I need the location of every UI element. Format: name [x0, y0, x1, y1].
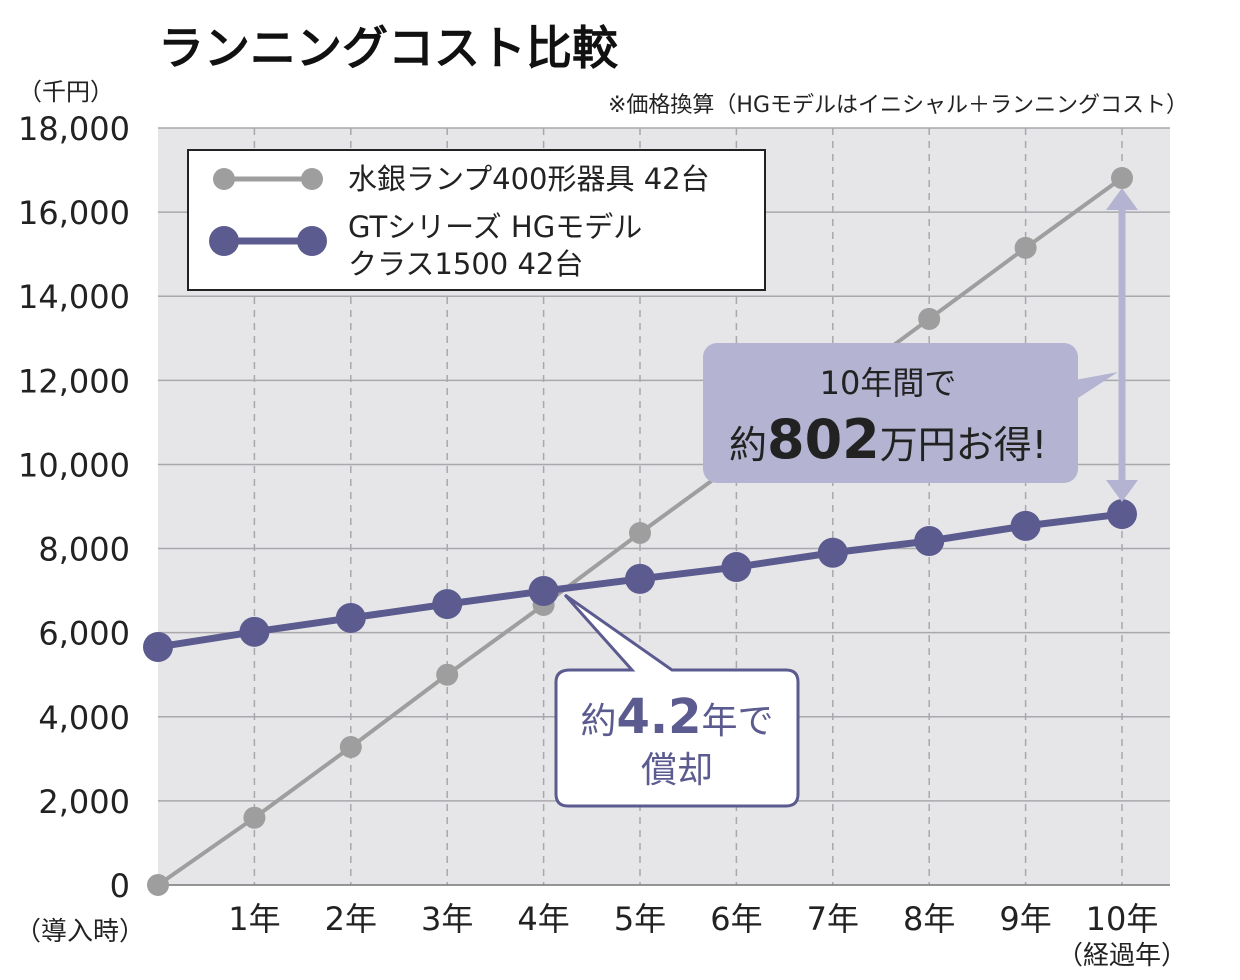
- legend-label-gt-2: クラス1500 42台: [348, 247, 583, 281]
- x-tick-label: 9年: [999, 900, 1051, 938]
- svg-text:約4.2年で: 約4.2年で: [580, 689, 773, 745]
- payback-callout: 約4.2年で 償却: [554, 593, 800, 808]
- y-tick-label: 4,000: [38, 699, 130, 737]
- data-point: [1010, 510, 1041, 541]
- legend-marker-mercury: [213, 168, 235, 190]
- chart-title: ランニングコスト比較: [158, 21, 619, 75]
- y-tick-label: 0: [110, 867, 130, 905]
- data-point: [918, 307, 941, 330]
- y-tick-label: 6,000: [38, 615, 130, 653]
- x-tick-label: 3年: [421, 900, 473, 938]
- y-tick-label: 18,000: [18, 110, 130, 148]
- x-axis-label: （経過年）: [1057, 941, 1187, 971]
- y-tick-label: 14,000: [18, 278, 130, 316]
- x-tick-label: 4年: [517, 900, 569, 938]
- data-point: [436, 663, 459, 686]
- subtitle: ※価格換算（HGモデルはイニシャル＋ランニングコスト）: [608, 93, 1188, 118]
- legend-marker-gt: [209, 226, 239, 256]
- legend-label-mercury: 水銀ランプ400形器具 42台: [348, 162, 710, 196]
- data-point: [143, 631, 173, 662]
- series-mercury: [147, 167, 1133, 896]
- y-axis-label: （千円）: [18, 78, 114, 106]
- data-point: [817, 537, 848, 568]
- data-point: [914, 525, 945, 556]
- data-point: [432, 589, 463, 620]
- x-tick-label: 6年: [710, 900, 762, 938]
- svg-text:約802万円お得!: 約802万円お得!: [729, 408, 1047, 471]
- svg-text:償却: 償却: [641, 750, 713, 791]
- data-point: [339, 736, 362, 759]
- y-tick-label: 8,000: [38, 531, 130, 569]
- x-tick-label: 10年: [1086, 900, 1159, 938]
- data-point: [1111, 167, 1133, 190]
- x-tick-label: 7年: [807, 900, 859, 938]
- legend: 水銀ランプ400形器具 42台 GTシリーズ HGモデル クラス1500 42台: [187, 149, 766, 291]
- svg-text:10年間で: 10年間で: [820, 364, 957, 402]
- x-tick-label: 5年: [614, 900, 666, 938]
- y-tick-label: 16,000: [18, 194, 130, 232]
- y-tick-label: 10,000: [18, 446, 130, 484]
- difference-arrow: [1106, 188, 1138, 502]
- y-tick-label: 2,000: [38, 783, 130, 821]
- legend-label-gt-1: GTシリーズ HGモデル: [348, 210, 642, 244]
- x-tick-label: 2年: [325, 900, 377, 938]
- series-gt-hg: [143, 499, 1137, 662]
- y-tick-label: 12,000: [18, 362, 130, 400]
- data-point: [625, 563, 655, 594]
- data-point: [721, 552, 752, 583]
- data-point: [629, 521, 651, 544]
- x-tick-label: 8年: [903, 900, 955, 938]
- data-point: [528, 576, 559, 607]
- data-point: [335, 602, 366, 633]
- data-point: [147, 874, 169, 896]
- data-point: [1014, 236, 1037, 259]
- data-point: [1107, 499, 1137, 530]
- x-tick-label: 1年: [228, 900, 280, 938]
- savings-callout: 10年間で 約802万円お得!: [703, 343, 1118, 483]
- data-point: [239, 616, 270, 647]
- data-point: [243, 806, 266, 829]
- x-first-label: （導入時）: [15, 917, 145, 947]
